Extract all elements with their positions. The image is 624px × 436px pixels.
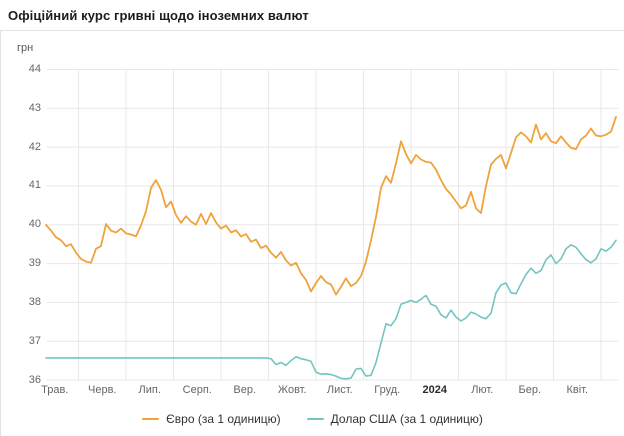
x-axis-label: Лист. <box>326 384 353 396</box>
usd-series-line <box>45 239 617 380</box>
x-axis-label: Лип. <box>138 384 161 396</box>
chart-legend: Євро (за 1 одиницю) Долар США (за 1 один… <box>1 412 624 426</box>
page-title: Офіційний курс гривні щодо іноземних вал… <box>8 8 309 23</box>
x-axis-label: Бер. <box>518 384 541 396</box>
y-axis-label: 37 <box>28 334 41 347</box>
y-axis-label: 43 <box>28 101 41 114</box>
y-axis-label: 36 <box>28 373 41 386</box>
chart-svg <box>45 69 619 381</box>
euro-line-swatch <box>142 418 160 420</box>
y-axis-label: 40 <box>28 218 41 231</box>
chart-area: грн Євро (за 1 одиницю) Долар США (за 1 … <box>0 31 624 436</box>
widget-header: Офіційний курс гривні щодо іноземних вал… <box>0 0 624 31</box>
y-axis-label: 41 <box>28 179 41 192</box>
x-axis-label: Груд. <box>374 384 401 396</box>
legend-item-usd[interactable]: Долар США (за 1 одиницю) <box>306 412 483 426</box>
y-axis-label: 42 <box>28 140 41 153</box>
y-axis-unit-label: грн <box>17 42 34 54</box>
y-axis-label: 38 <box>28 295 41 308</box>
x-axis-label: Жовт. <box>277 384 307 396</box>
legend-label-euro: Євро (за 1 одиницю) <box>166 412 281 426</box>
x-axis-label: Вер. <box>233 384 257 396</box>
x-axis-label: Квіт. <box>566 384 589 396</box>
x-axis-label: Черв. <box>88 384 117 396</box>
x-axis-label: Трав. <box>41 384 69 396</box>
x-axis-label: 2024 <box>422 384 447 396</box>
usd-line-swatch <box>306 418 324 420</box>
legend-item-euro[interactable]: Євро (за 1 одиницю) <box>142 412 281 426</box>
legend-label-usd: Долар США (за 1 одиницю) <box>330 412 483 426</box>
y-axis-label: 44 <box>28 63 41 75</box>
y-axis-label: 39 <box>28 257 41 270</box>
euro-series-line <box>45 116 617 296</box>
x-axis-label: Лют. <box>471 384 494 396</box>
x-axis-label: Серп. <box>182 384 212 396</box>
